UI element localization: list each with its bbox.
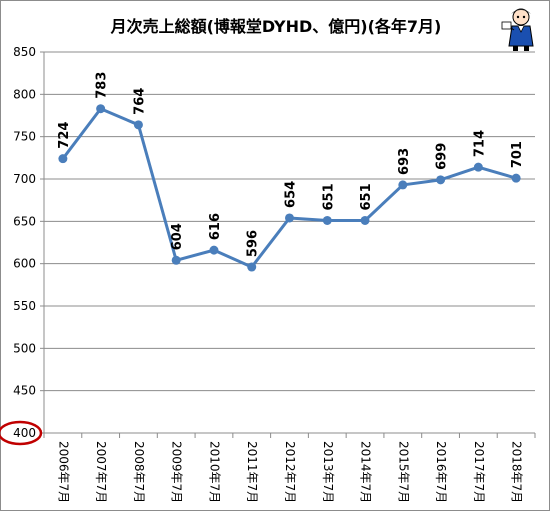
x-tick-label: 2009年7月 [170, 441, 184, 503]
y-tick-label: 650 [13, 214, 36, 228]
data-point [322, 215, 332, 225]
x-tick-label: 2007年7月 [94, 441, 108, 503]
chart-title: 月次売上総額(博報堂DYHD、億円)(各年7月) [110, 17, 442, 36]
data-point [171, 255, 181, 265]
x-tick-label: 2010年7月 [207, 441, 221, 503]
data-label: 596 [246, 230, 261, 257]
data-label: 654 [284, 181, 299, 208]
y-tick-label: 450 [13, 384, 36, 398]
data-point [398, 180, 408, 190]
data-label: 764 [132, 88, 147, 115]
x-tick-label: 2017年7月 [472, 441, 486, 503]
data-label: 651 [359, 183, 374, 210]
x-tick-label: 2015年7月 [396, 441, 410, 503]
x-tick-label: 2013年7月 [321, 441, 335, 503]
y-tick-label: 400 [13, 426, 36, 440]
data-label: 714 [472, 130, 487, 157]
gridlines [44, 51, 535, 392]
y-tick-label: 850 [13, 45, 36, 59]
x-tick-label: 2016年7月 [434, 441, 448, 503]
data-point [473, 162, 483, 172]
x-tick-label: 2012年7月 [283, 441, 297, 503]
x-tick-label: 2018年7月 [510, 441, 524, 503]
mascot-icon [501, 8, 534, 51]
y-tick-label: 550 [13, 299, 36, 313]
data-label: 699 [435, 143, 450, 170]
data-point [209, 245, 219, 255]
y-tick-label: 800 [13, 87, 36, 101]
data-point [436, 175, 446, 185]
data-label: 651 [321, 183, 336, 210]
y-tick-label: 700 [13, 172, 36, 186]
data-points [58, 104, 521, 272]
x-axis-ticks: 2006年7月 2007年7月 2008年7月 2009年7月 2010年7月 2011年… [43, 433, 536, 503]
data-point [58, 154, 68, 164]
data-point [360, 215, 370, 225]
x-tick-label: 2011年7月 [245, 441, 259, 503]
data-label: 783 [95, 72, 110, 99]
highlight-ring [0, 420, 43, 446]
data-point [285, 213, 294, 223]
data-label: 604 [170, 223, 185, 250]
data-label: 693 [397, 148, 412, 175]
data-label: 724 [57, 122, 72, 149]
x-tick-label: 2014年7月 [359, 441, 373, 503]
y-tick-label: 750 [13, 130, 36, 144]
y-tick-label: 600 [13, 257, 36, 271]
data-point [511, 173, 521, 183]
axes [43, 52, 535, 434]
data-point [96, 104, 106, 114]
data-label: 701 [510, 141, 525, 168]
data-point [133, 120, 143, 130]
y-tick-label: 500 [13, 341, 36, 355]
y-axis-ticks: 400 450 500 550 600 650 700 750 800 850 [13, 45, 44, 440]
x-tick-label: 2008年7月 [132, 441, 146, 503]
data-label: 616 [208, 213, 223, 240]
highlight-ellipse [0, 420, 43, 446]
data-labels: 724 783 764 604 616 596 654 651 651 693 699 714 701 [57, 72, 525, 257]
data-point [247, 262, 257, 272]
x-tick-label: 2006年7月 [56, 441, 70, 503]
